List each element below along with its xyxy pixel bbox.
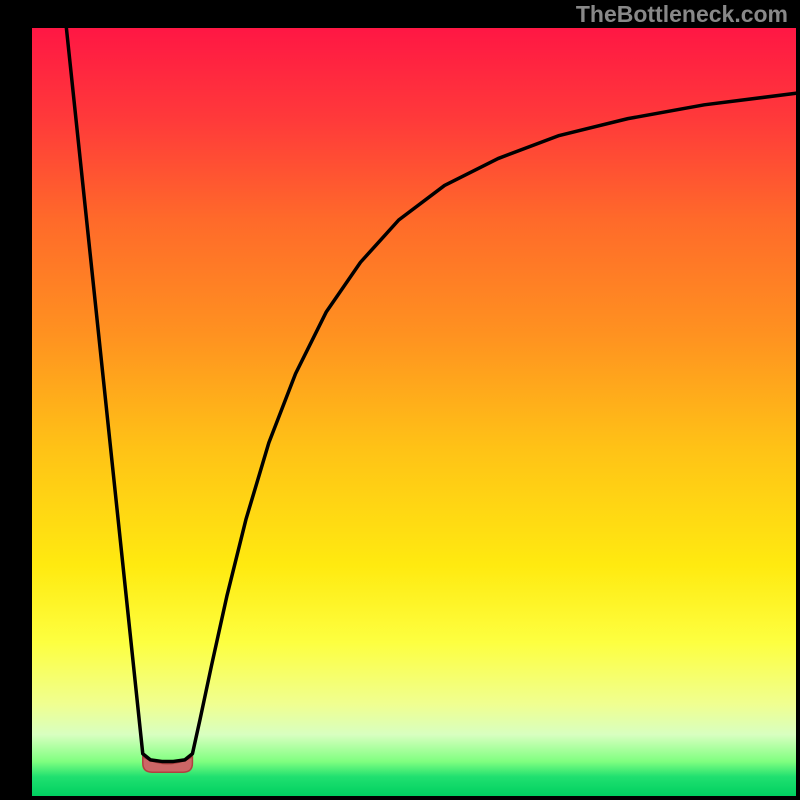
watermark-text: TheBottleneck.com — [576, 0, 788, 28]
chart-svg — [0, 0, 800, 800]
plot-background — [32, 28, 796, 796]
chart-container: TheBottleneck.com — [0, 0, 800, 800]
